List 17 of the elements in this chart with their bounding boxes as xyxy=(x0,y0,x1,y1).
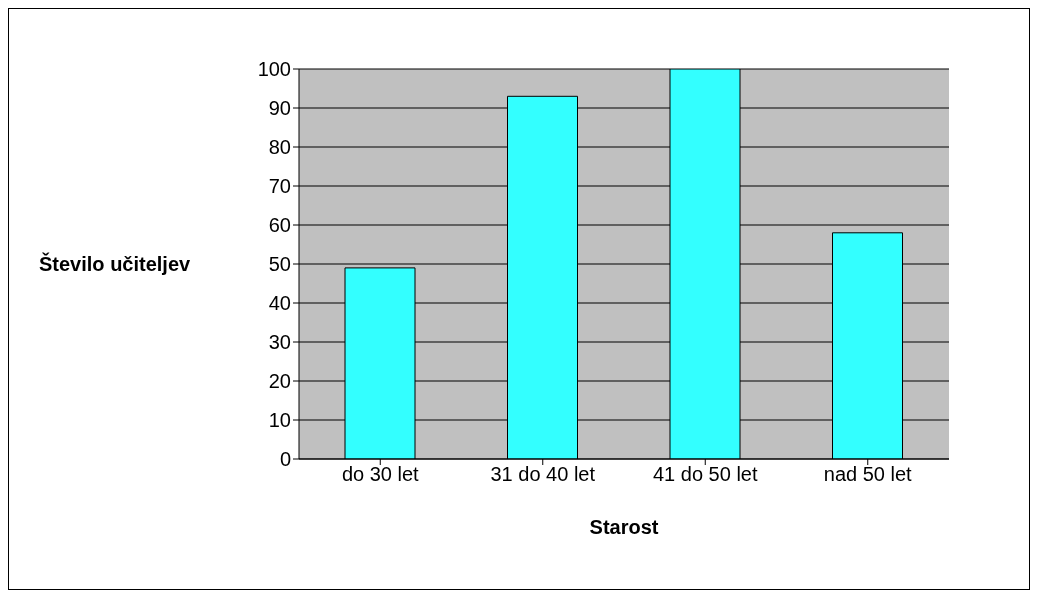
y-axis-title: Število učiteljev xyxy=(39,252,192,276)
y-tick-label: 30 xyxy=(268,331,291,354)
y-tick-label: 40 xyxy=(268,292,291,315)
x-tick-label: do 30 let xyxy=(341,463,420,486)
y-tick-label: 90 xyxy=(268,97,291,120)
x-tick-label: 31 do 40 let xyxy=(490,463,596,486)
y-tick-label: 0 xyxy=(279,448,291,471)
y-tick-label: 60 xyxy=(268,214,291,237)
x-axis-title: Starost xyxy=(589,516,659,538)
y-tick-label: 50 xyxy=(268,253,291,276)
y-tick-label: 80 xyxy=(268,136,291,159)
y-tick-label: 20 xyxy=(268,370,291,393)
y-tick-label: 100 xyxy=(257,58,291,81)
y-tick-label: 70 xyxy=(268,175,291,198)
x-tick-label: nad 50 let xyxy=(823,463,913,486)
y-tick-label: 10 xyxy=(268,409,291,432)
x-tick-label: 41 do 50 let xyxy=(652,463,758,486)
